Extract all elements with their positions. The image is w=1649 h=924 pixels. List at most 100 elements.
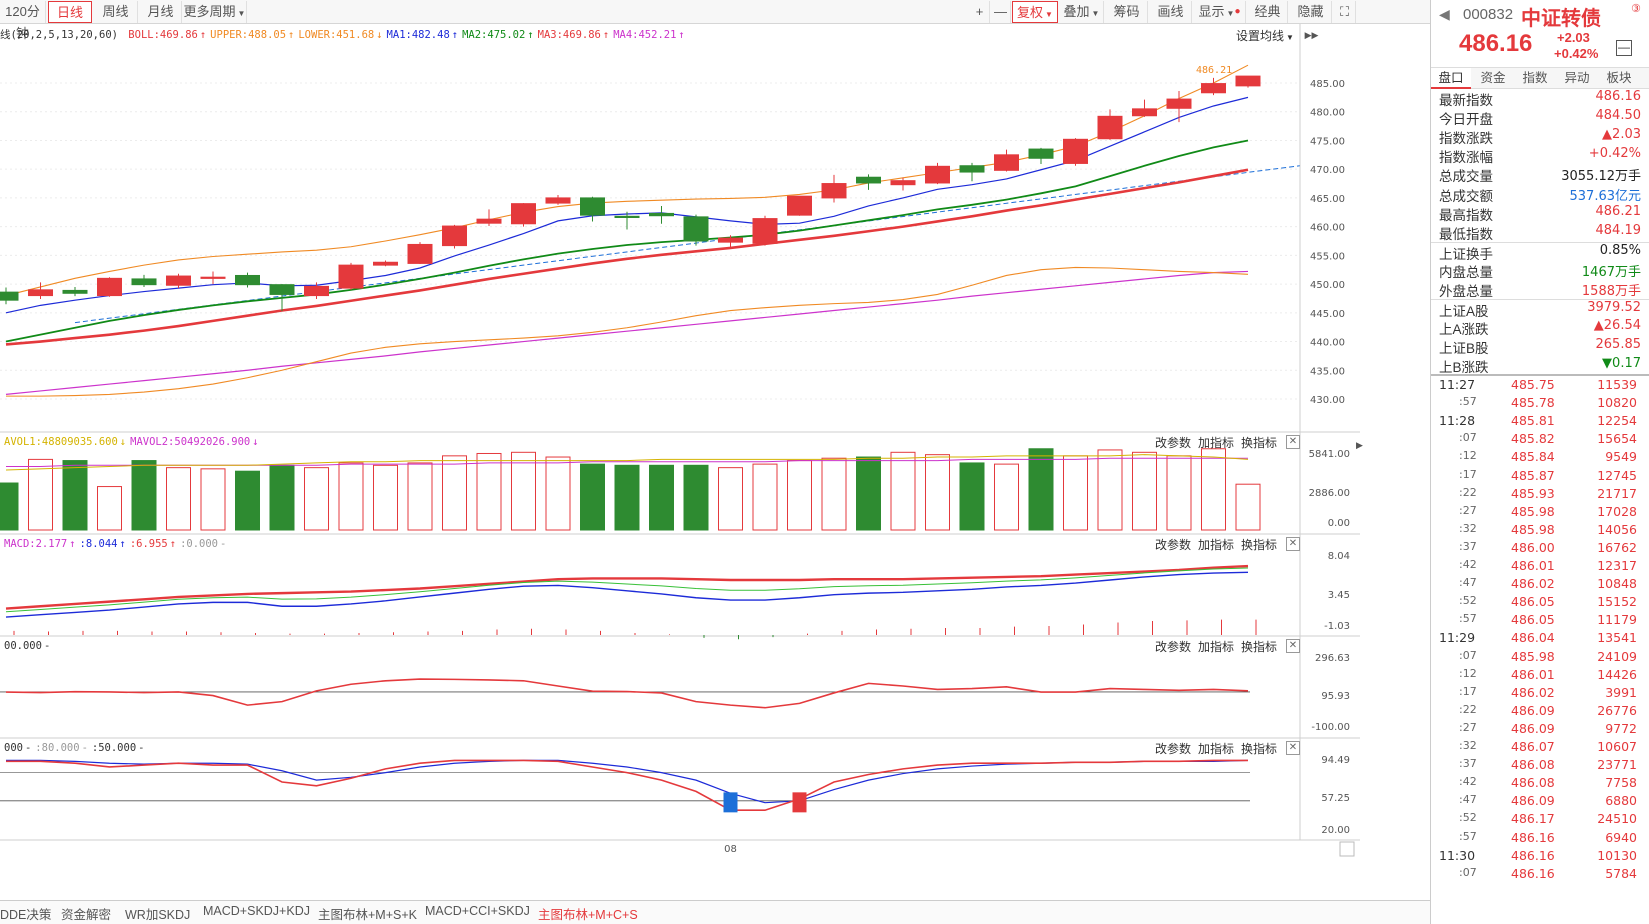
skdj-edit-params-button[interactable]: 改参数 (1155, 742, 1192, 756)
macd-edit-params-button[interactable]: 改参数 (1155, 538, 1192, 552)
skdj-add-indicator-button[interactable]: 加指标 (1198, 742, 1235, 756)
candle-body (752, 218, 778, 244)
display-dropdown[interactable]: 显示 ▼● (1194, 1, 1246, 23)
skdj-switch-indicator-button[interactable]: 换指标 (1241, 742, 1278, 756)
period-daily-button[interactable]: 日线 (48, 1, 92, 23)
volume-legend: AVOL1:48809035.600 ↓ MAVOL2:50492026.900 ↓ (0, 434, 259, 450)
tab-index[interactable]: 指数 (1522, 71, 1548, 85)
legend-arrow-icon: ↑ (199, 29, 207, 41)
tab-dde[interactable]: DDE决策 (0, 908, 52, 922)
skdj-d-line (6, 759, 1249, 804)
volume-bar (1028, 448, 1054, 531)
legend-item: AVOL1:48809035.600 (4, 436, 118, 448)
back-arrow-icon[interactable]: ◀ (1439, 6, 1450, 22)
macd-add-indicator-button[interactable]: 加指标 (1198, 538, 1235, 552)
chips-button[interactable]: 筹码 (1106, 1, 1148, 23)
fuquan-dropdown[interactable]: 复权 ▼ (1012, 1, 1058, 23)
stat-row: 最高指数 486.21 (1431, 204, 1649, 224)
tab-abnormal[interactable]: 异动 (1564, 71, 1590, 85)
tab-sector[interactable]: 板块 (1606, 71, 1632, 85)
set-ma-dropdown[interactable]: 设置均线 ▼ (1236, 27, 1294, 44)
price-change-pct: +0.42% (1554, 46, 1599, 61)
zoom-out-button[interactable]: — (991, 1, 1011, 23)
skdj-legend: 000-:80.000-:50.000- (0, 740, 144, 756)
stat-row: 上证换手 0.85% (1431, 241, 1649, 262)
legend-item: :0.000 (180, 538, 219, 550)
tab-boll-m-s-k[interactable]: 主图布林+M+S+K (318, 908, 417, 922)
legend-arrow-icon: ↑ (119, 538, 126, 550)
tick-row: :57 486.16 6940 (1431, 830, 1649, 849)
legend-item: :6.955 (129, 538, 168, 550)
cci-legend: 00.000- (0, 638, 50, 654)
volume-bar (511, 451, 536, 531)
macd-switch-indicator-button[interactable]: 换指标 (1241, 538, 1278, 552)
cci-axis-tick-label: 95.93 (1321, 691, 1350, 702)
ma1-line (5, 96, 1249, 314)
vol-add-indicator-button[interactable]: 加指标 (1198, 436, 1235, 450)
period-monthly-button[interactable]: 月线 (140, 1, 182, 23)
tab-boll-m-c-s[interactable]: 主图布林+M+C+S (538, 908, 638, 922)
tick-time: :12 (1459, 449, 1477, 463)
help-icon[interactable]: ③ (1631, 3, 1641, 15)
tick-price: 486.01 (1511, 558, 1555, 573)
tick-time: :17 (1459, 467, 1477, 481)
legend-item: MA2:475.02 (462, 29, 526, 41)
collapse-panel-handle[interactable]: ▶ (1356, 440, 1363, 450)
hide-button[interactable]: 隐藏 ▶▶ (1290, 1, 1332, 40)
volume-bar (649, 464, 674, 531)
scroll-right-button[interactable] (1339, 841, 1355, 857)
tick-price: 485.78 (1511, 395, 1555, 411)
zoom-in-button[interactable]: + (970, 1, 990, 23)
y-axis-tick-label: 455.00 (1310, 251, 1345, 262)
vol-close-icon[interactable]: ✕ (1286, 435, 1300, 449)
stat-value: 1467万手 (1581, 264, 1641, 280)
skdj-close-icon[interactable]: ✕ (1286, 741, 1300, 755)
legend-item: 000 (4, 742, 23, 754)
macd-close-icon[interactable]: ✕ (1286, 537, 1300, 551)
legend-arrow-icon: ↓ (252, 436, 259, 448)
volume-bar (614, 464, 640, 531)
tick-volume: 12317 (1597, 558, 1637, 573)
period-weekly-button[interactable]: 周线 (94, 1, 138, 23)
overlay-dropdown[interactable]: 叠加 ▼ (1060, 1, 1104, 23)
candle-body (476, 218, 502, 224)
tab-fund-decode[interactable]: 资金解密 (61, 908, 112, 922)
vol-switch-indicator-button[interactable]: 换指标 (1241, 436, 1278, 450)
draw-line-button[interactable]: 画线 (1150, 1, 1192, 23)
stat-row: 上证A股 3979.52 (1431, 299, 1649, 319)
more-periods-dropdown[interactable]: 更多周期 ▼ (183, 1, 247, 23)
tick-price: 486.00 (1511, 539, 1555, 555)
tick-volume: 9549 (1605, 449, 1637, 465)
tab-wr-skdj[interactable]: WR加SKDJ (125, 908, 191, 922)
tab-macd-skdj-kdj[interactable]: MACD+SKDJ+KDJ (203, 904, 310, 918)
macd-axis-tick-label: 3.45 (1328, 590, 1350, 601)
volume-bar (925, 454, 950, 531)
tick-volume: 15152 (1597, 594, 1637, 610)
fullscreen-icon[interactable]: ⛶ (1334, 1, 1356, 23)
classic-button[interactable]: 经典 (1248, 1, 1288, 23)
tab-fund[interactable]: 资金 (1480, 71, 1506, 85)
legend-item: 00.000 (4, 640, 42, 652)
candle-body (442, 225, 467, 247)
stat-value: ▲26.54 (1593, 318, 1641, 334)
stat-row: 指数涨幅 +0.42% (1431, 146, 1649, 166)
stat-label: 最低指数 (1439, 226, 1493, 242)
cci-switch-indicator-button[interactable]: 换指标 (1241, 640, 1278, 654)
volume-bar (442, 455, 467, 531)
vol-edit-params-button[interactable]: 改参数 (1155, 436, 1192, 450)
period-120min-button[interactable]: 120分钟 (0, 1, 46, 41)
volume-bar (856, 456, 881, 531)
volume-bar (959, 462, 985, 531)
cci-close-icon[interactable]: ✕ (1286, 639, 1300, 653)
stat-row: 外盘总量 1588万手 (1431, 280, 1649, 300)
tab-orderbook[interactable]: 盘口 (1431, 68, 1471, 89)
cci-edit-params-button[interactable]: 改参数 (1155, 640, 1192, 654)
tab-macd-cci-skdj[interactable]: MACD+CCI+SKDJ (425, 904, 530, 918)
cci-add-indicator-button[interactable]: 加指标 (1198, 640, 1235, 654)
tick-row: 11:28 485.81 12254 (1431, 413, 1649, 432)
legend-item: :80.000 (35, 742, 80, 754)
stat-row: 上B涨跌 ▼0.17 (1431, 356, 1649, 376)
tick-volume: 14426 (1597, 666, 1637, 682)
minimize-icon[interactable]: — (1616, 40, 1632, 56)
kline-chart-canvas[interactable]: 485.00 480.00 475.00 470.00 465.00 460.00 455.… (0, 0, 1360, 900)
